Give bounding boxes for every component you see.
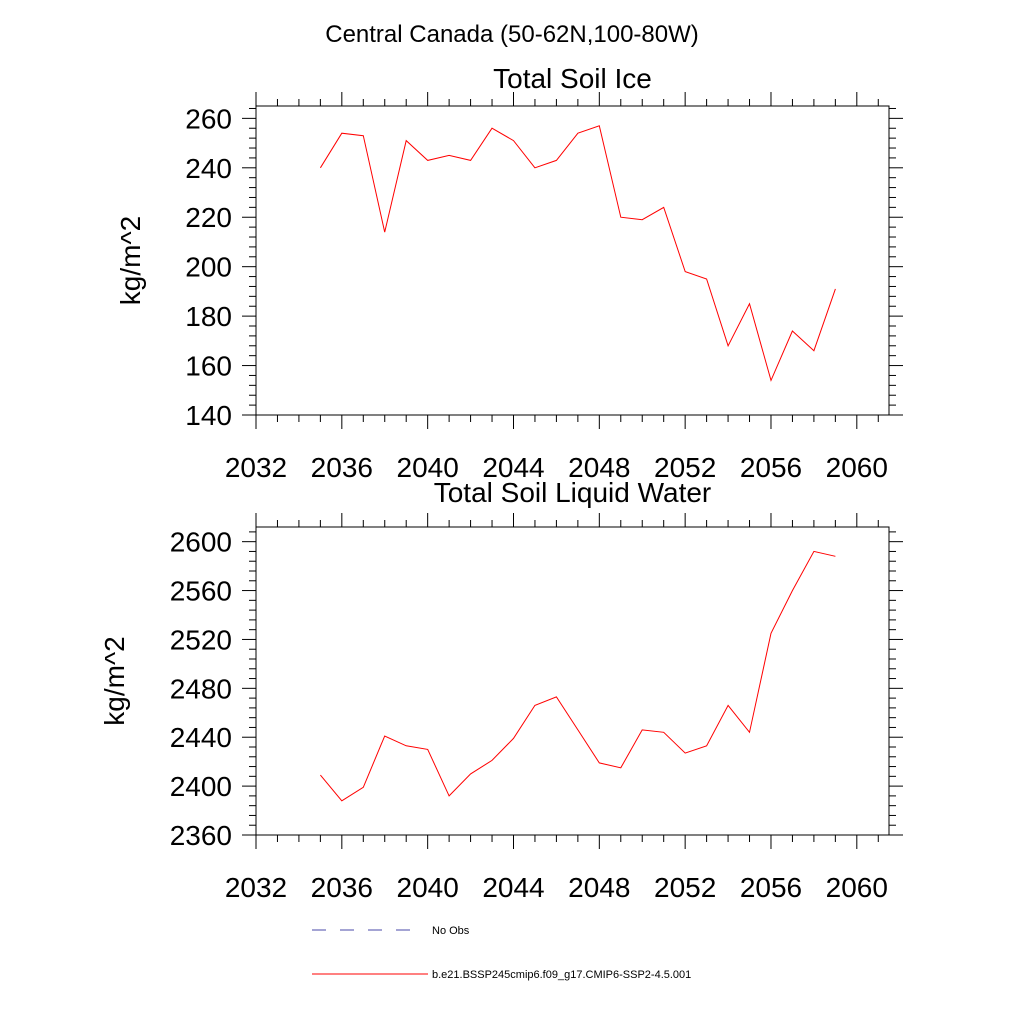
series-line	[320, 550, 836, 802]
x-tick-label: 2032	[225, 872, 287, 903]
x-tick-label: 2060	[826, 452, 888, 483]
legend-label-model: b.e21.BSSP245cmip6.f09_g17.CMIP6-SSP2-4.…	[432, 969, 691, 981]
y-tick-label: 2600	[170, 527, 232, 558]
x-tick-label: 2052	[654, 452, 716, 483]
plot-frame	[255, 105, 890, 416]
chart-title: Total Soil Ice	[493, 63, 652, 94]
y-tick-label: 2440	[170, 722, 232, 753]
plot-frame	[255, 526, 890, 836]
x-tick-label: 2036	[311, 872, 373, 903]
y-tick-label: 240	[185, 153, 232, 184]
series-line	[319, 125, 836, 382]
x-tick-label: 2044	[482, 452, 544, 483]
x-tick-label: 2036	[311, 452, 373, 483]
chart-panel-total-soil-liquid-water: Total Soil Liquid Water kg/m^2 2032 2036 204…	[99, 477, 903, 903]
y-axis-label: kg/m^2	[115, 216, 146, 305]
x-tick-label: 2052	[654, 872, 716, 903]
chart-panel-total-soil-ice: Total Soil Ice kg/m^2 2032 2036 2040 2044 2048…	[115, 63, 903, 483]
legend-label-no-obs: No Obs	[432, 925, 470, 937]
x-tick-label: 2032	[225, 452, 287, 483]
x-tick-label: 2056	[740, 452, 802, 483]
x-tick-label: 2040	[397, 872, 459, 903]
x-tick-label: 2044	[482, 872, 544, 903]
y-tick-label: 140	[185, 400, 232, 431]
y-tick-label: 2480	[170, 673, 232, 704]
y-tick-label: 2520	[170, 624, 232, 655]
x-tick-label: 2048	[568, 452, 630, 483]
x-tick-label: 2056	[740, 872, 802, 903]
y-tick-label: 160	[185, 351, 232, 382]
x-tick-label: 2060	[826, 872, 888, 903]
y-tick-label: 180	[185, 301, 232, 332]
x-tick-label: 2040	[397, 452, 459, 483]
chart-title: Total Soil Liquid Water	[434, 477, 712, 508]
legend: No Obs b.e21.BSSP245cmip6.f09_g17.CMIP6-…	[312, 925, 691, 981]
y-axis-label: kg/m^2	[99, 636, 130, 725]
y-tick-label: 2560	[170, 576, 232, 607]
y-tick-label: 260	[185, 103, 232, 134]
y-tick-label: 2400	[170, 771, 232, 802]
x-tick-label: 2048	[568, 872, 630, 903]
figure-title: Central Canada (50-62N,100-80W)	[325, 21, 699, 48]
y-tick-label: 200	[185, 252, 232, 283]
y-tick-label: 220	[185, 202, 232, 233]
y-tick-label: 2360	[170, 820, 232, 851]
